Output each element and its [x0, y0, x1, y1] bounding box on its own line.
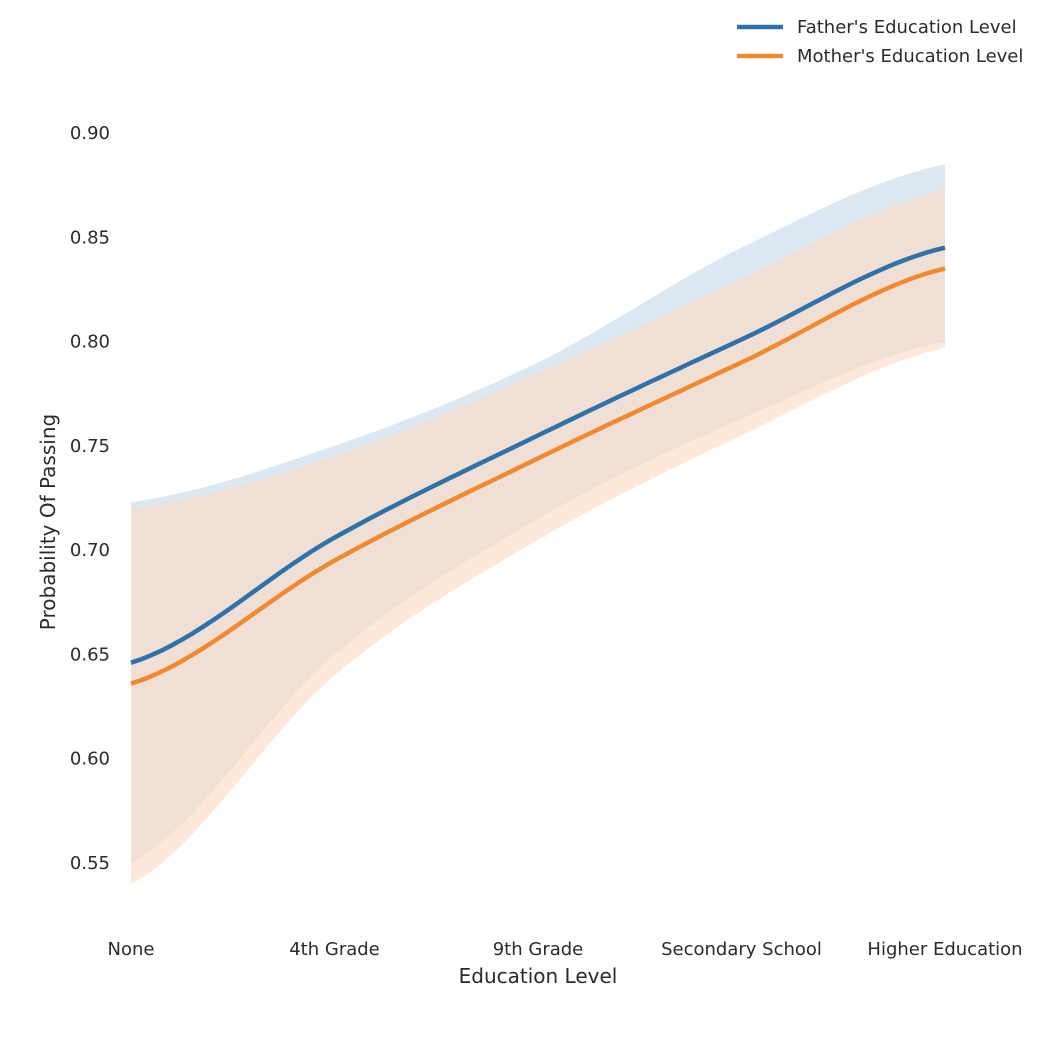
confidence-bands: [131, 164, 945, 884]
y-tick-label: 0.70: [70, 540, 110, 561]
y-tick-label: 0.60: [70, 749, 110, 770]
confidence-band-1: [131, 189, 945, 884]
legend: Father's Education Level Mother's Educati…: [737, 17, 1023, 67]
x-tick-label: Higher Education: [867, 939, 1022, 960]
y-tick-label: 0.80: [70, 332, 110, 353]
x-tick-label: 9th Grade: [493, 939, 584, 960]
y-tick-label: 0.75: [70, 436, 110, 457]
y-tick-label: 0.65: [70, 644, 110, 665]
x-axis-label: Education Level: [459, 964, 618, 988]
y-tick-label: 0.55: [70, 853, 110, 874]
legend-label-1: Mother's Education Level: [797, 46, 1023, 67]
x-tick-label: 4th Grade: [289, 939, 380, 960]
y-axis-label: Probability Of Passing: [36, 414, 60, 630]
series-lines: [130, 245, 946, 686]
y-axis-ticks: 0.55 0.60 0.65 0.70 0.75 0.80 0.85 0.90: [70, 123, 110, 874]
legend-label-0: Father's Education Level: [797, 17, 1017, 38]
x-tick-label: None: [108, 939, 155, 960]
x-axis-ticks: None 4th Grade 9th Grade Secondary School Hi…: [108, 939, 1023, 960]
y-tick-label: 0.90: [70, 123, 110, 144]
y-tick-label: 0.85: [70, 227, 110, 248]
x-tick-label: Secondary School: [661, 939, 822, 960]
